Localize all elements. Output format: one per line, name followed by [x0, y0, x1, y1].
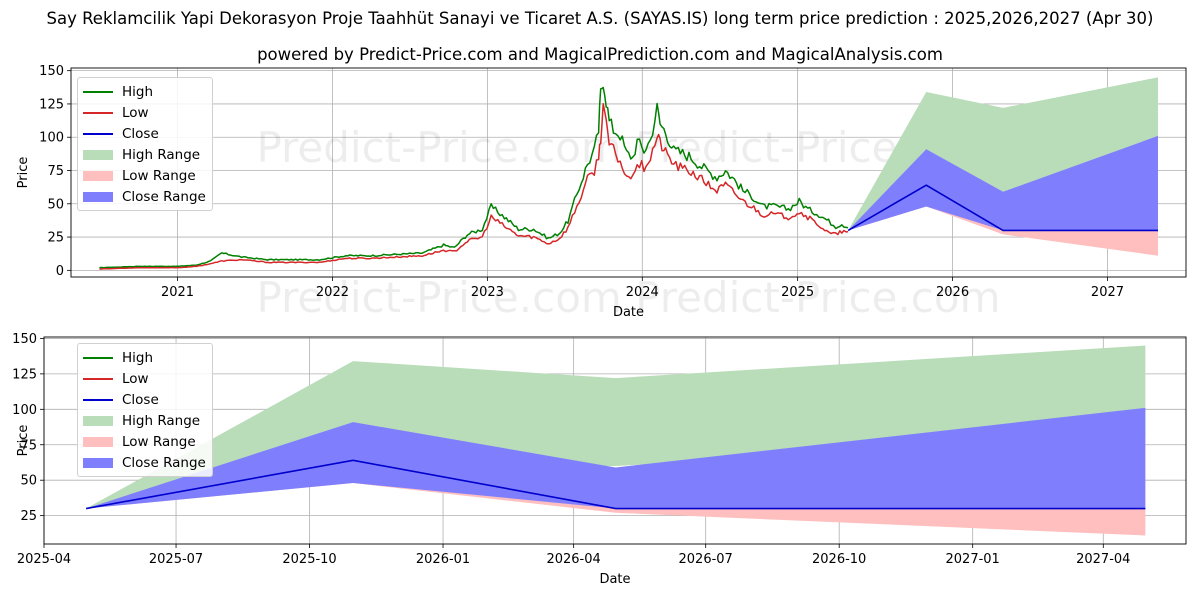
y-tick-label: 25 [47, 231, 64, 246]
legend-entry: High Range [83, 410, 206, 431]
plot-area [85, 345, 1146, 536]
watermark-text: Predict-Price.com Predict-Price.com [256, 123, 1000, 172]
y-tick-label: 100 [12, 403, 37, 418]
close-range-band [86, 407, 1146, 509]
y-tick-label: 0 [56, 264, 64, 279]
y-tick-label: 100 [39, 131, 64, 146]
legend-label: Close Range [122, 454, 206, 471]
legend-swatch [83, 436, 113, 447]
legend-label: High [122, 83, 154, 100]
legend-entry: Close [83, 123, 206, 144]
plot-area [99, 77, 1158, 270]
plot-panel-2: 2025-04 2025-07 2025-10 2026-01 2026-04 2026-… [12, 332, 1187, 587]
y-axis-label: Price [16, 425, 31, 457]
plot-frame [43, 336, 1187, 545]
x-tick-label: 2025 [781, 285, 814, 300]
y-tick-label: 75 [47, 164, 64, 179]
y-tick-label: 50 [47, 197, 64, 212]
legend-swatch [83, 415, 113, 426]
legend-entry: Close [83, 389, 206, 410]
high-range-band [848, 77, 1158, 231]
x-tick-label: 2026-01 [416, 552, 470, 567]
plot-frame [70, 67, 1187, 278]
x-tick-label: 2024 [626, 285, 659, 300]
y-tick-label: 50 [20, 474, 37, 489]
x-tick-label: 2027-04 [1076, 552, 1130, 567]
plot-panel-1: 2021 2022 2023 2024 2025 2026 2027 0 25 50 75 100 12… [16, 64, 1187, 322]
legend-label: Low [122, 370, 149, 387]
legend-swatch [83, 377, 113, 380]
chart-subtitle: powered by Predict-Price.com and Magical… [257, 45, 943, 64]
legend-swatch [83, 398, 113, 401]
legend-label: Low Range [122, 433, 196, 450]
x-tick-label: 2027 [1091, 285, 1124, 300]
legend-swatch [83, 149, 113, 160]
legend-entry: High [83, 81, 206, 102]
legend-top: High Low Close High Range Low Range Close Ran… [77, 77, 213, 211]
high-line [99, 86, 849, 269]
legend-label: High [122, 349, 154, 366]
x-axis-label: Date [613, 305, 644, 320]
x-axis-label: Date [599, 572, 630, 587]
y-axis-label: Price [16, 157, 31, 189]
x-tick-label: 2026-10 [812, 552, 866, 567]
x-tick-label: 2022 [316, 285, 349, 300]
legend-label: Low [122, 104, 149, 121]
close-forecast-line [847, 184, 1158, 232]
x-tick-label: 2023 [471, 285, 504, 300]
legend-swatch [83, 191, 113, 202]
legend-label: Close Range [122, 188, 206, 205]
legend-swatch [83, 111, 113, 114]
legend-swatch [83, 170, 113, 181]
legend-label: Close [122, 391, 159, 408]
legend-entry: High [83, 347, 206, 368]
y-tick-label: 25 [20, 509, 37, 524]
close-forecast-line [85, 459, 1146, 510]
legend-entry: Close Range [83, 186, 206, 207]
y-tick-label: 150 [39, 64, 64, 79]
legend-entry: High Range [83, 144, 206, 165]
y-tick-label: 125 [39, 97, 64, 112]
x-tick-label: 2025-04 [17, 552, 71, 567]
chart-title: Say Reklamcilik Yapi Dekorasyon Proje Ta… [46, 9, 1154, 28]
high-range-band [86, 345, 1146, 509]
x-tick-label: 2026-04 [546, 552, 600, 567]
legend-label: Low Range [122, 167, 196, 184]
x-tick-label: 2026-07 [679, 552, 733, 567]
x-tick-label: 2025-10 [282, 552, 336, 567]
x-tick-label: 2026 [936, 285, 969, 300]
y-tick-label: 125 [12, 367, 37, 382]
legend-label: Close [122, 125, 159, 142]
legend-entry: Close Range [83, 452, 206, 473]
legend-label: High Range [122, 412, 201, 429]
x-tick-label: 2021 [161, 285, 194, 300]
x-tick-label: 2025-07 [149, 552, 203, 567]
legend-bottom: High Low Close High Range Low Range Close Ran… [77, 343, 213, 477]
watermark-text: Predict-Price.com Predict-Price.com [256, 273, 1000, 322]
y-tick-label: 150 [12, 332, 37, 347]
x-tick-label: 2027-01 [946, 552, 1000, 567]
legend-entry: Low [83, 102, 206, 123]
close-range-band [848, 135, 1158, 231]
legend-label: High Range [122, 146, 201, 163]
legend-swatch [83, 132, 113, 135]
legend-swatch [83, 457, 113, 468]
low-line [99, 103, 849, 270]
legend-swatch [83, 356, 113, 359]
legend-swatch [83, 90, 113, 93]
legend-entry: Low [83, 368, 206, 389]
legend-entry: Low Range [83, 165, 206, 186]
y-tick-label: 75 [20, 438, 37, 453]
legend-entry: Low Range [83, 431, 206, 452]
